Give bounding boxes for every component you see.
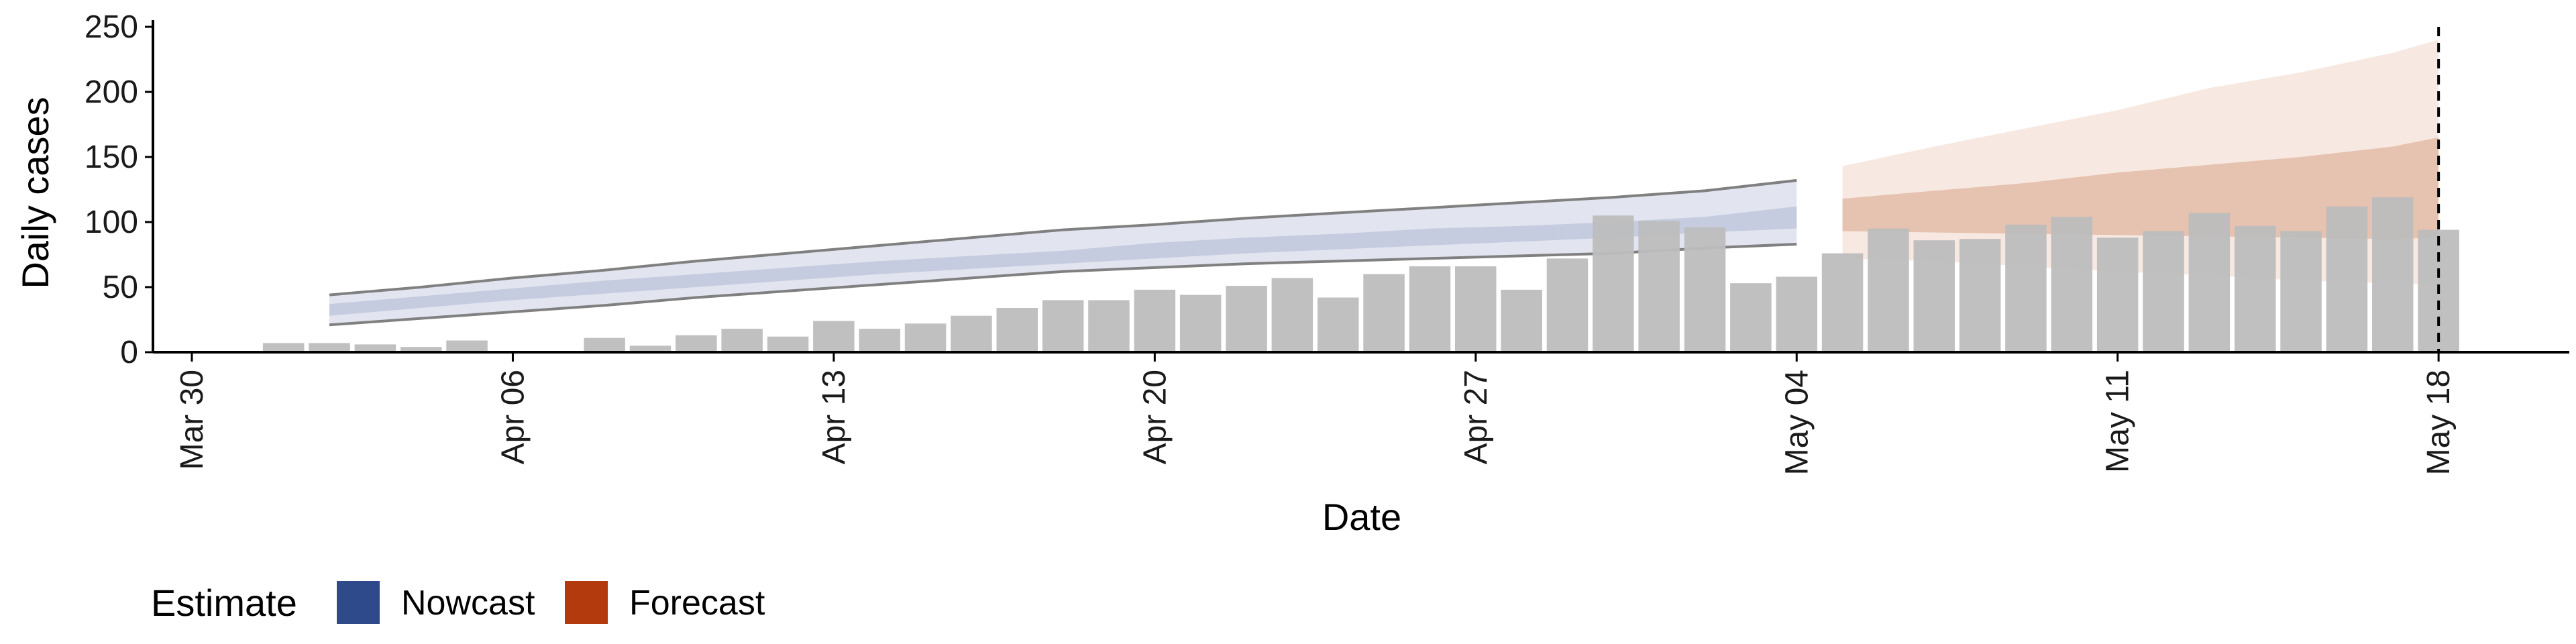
bar <box>1134 289 1176 352</box>
x-tick-label: Apr 20 <box>1137 370 1173 464</box>
bar <box>1318 297 1359 352</box>
y-tick-label: 200 <box>85 74 138 110</box>
bar <box>446 340 488 352</box>
x-tick-label: Apr 27 <box>1458 370 1494 464</box>
legend-key-forecast <box>565 581 608 624</box>
nowcast-ribbon-50 <box>329 206 1797 316</box>
y-axis: 0 50 100 150 200 250 <box>85 9 154 370</box>
forecast-ribbon-50 <box>1842 137 2439 239</box>
bar <box>1088 300 1130 352</box>
bar <box>354 344 396 352</box>
x-tick-label: May 04 <box>1779 370 1815 475</box>
plot-area <box>262 27 2459 352</box>
bar <box>1913 240 1955 352</box>
bar <box>813 321 855 352</box>
bar <box>1501 289 1542 352</box>
bar <box>1363 274 1405 352</box>
bar <box>2051 217 2093 352</box>
x-tick-label: Mar 30 <box>174 370 210 470</box>
nowcast-upper-line <box>329 178 1797 297</box>
bar <box>584 337 625 352</box>
bar <box>1179 294 1222 352</box>
legend-title: Estimate <box>151 582 297 624</box>
bar <box>2096 237 2139 352</box>
bar <box>1409 266 1451 352</box>
bar <box>996 308 1038 352</box>
bar <box>1042 300 1084 352</box>
bar <box>629 345 672 352</box>
legend-label-forecast: Forecast <box>629 584 765 623</box>
bar <box>262 343 305 352</box>
legend-key-nowcast <box>337 581 380 624</box>
legend-label-nowcast: Nowcast <box>401 584 535 623</box>
bar <box>1821 253 1864 352</box>
bar <box>2280 231 2322 352</box>
x-tick-label: Apr 06 <box>495 370 531 464</box>
axes: 0 50 100 150 200 250 Mar 30 Apr 06 Apr 13 Apr 20… <box>85 9 2569 475</box>
bar <box>721 329 763 352</box>
nowcast-ribbons <box>329 178 1797 327</box>
bar <box>309 343 350 352</box>
nowcast-lower-line <box>329 243 1797 327</box>
x-tick-label: Apr 13 <box>816 370 852 464</box>
bar <box>1226 286 1267 352</box>
y-tick-label: 100 <box>85 205 138 240</box>
bar <box>1868 228 1909 352</box>
bar <box>2326 206 2368 352</box>
bar <box>859 329 900 352</box>
bar <box>676 335 717 352</box>
bar <box>1638 221 1680 352</box>
x-tick-label: May 18 <box>2421 370 2457 475</box>
bar <box>1593 215 1634 352</box>
bar <box>1455 266 1497 352</box>
x-axis-title: Date <box>1322 496 1401 538</box>
bar <box>2005 224 2047 352</box>
bar <box>1959 239 2001 352</box>
y-tick-label: 150 <box>85 140 138 175</box>
y-axis-title: Daily cases <box>14 97 56 288</box>
observed-bars <box>262 197 2459 352</box>
legend: Estimate Nowcast Forecast <box>151 581 765 624</box>
y-tick-label: 0 <box>120 335 138 370</box>
bar <box>400 347 442 352</box>
bar <box>2372 197 2414 352</box>
bar <box>767 336 809 352</box>
y-tick-label: 250 <box>85 9 138 45</box>
bar <box>1546 258 1589 352</box>
forecast-ribbons <box>1842 40 2439 285</box>
y-tick-label: 50 <box>103 270 138 305</box>
bar <box>1776 276 1817 352</box>
bar <box>1271 278 1313 352</box>
bar <box>2235 225 2276 352</box>
x-axis: Mar 30 Apr 06 Apr 13 Apr 20 Apr 27 May 04 May … <box>153 351 2569 475</box>
bar <box>904 323 947 352</box>
bar <box>1730 283 1772 352</box>
bar <box>2143 231 2184 352</box>
bar <box>1684 227 1726 352</box>
bar <box>951 315 992 352</box>
bar <box>2188 213 2231 352</box>
x-tick-label: May 11 <box>2100 370 2136 473</box>
